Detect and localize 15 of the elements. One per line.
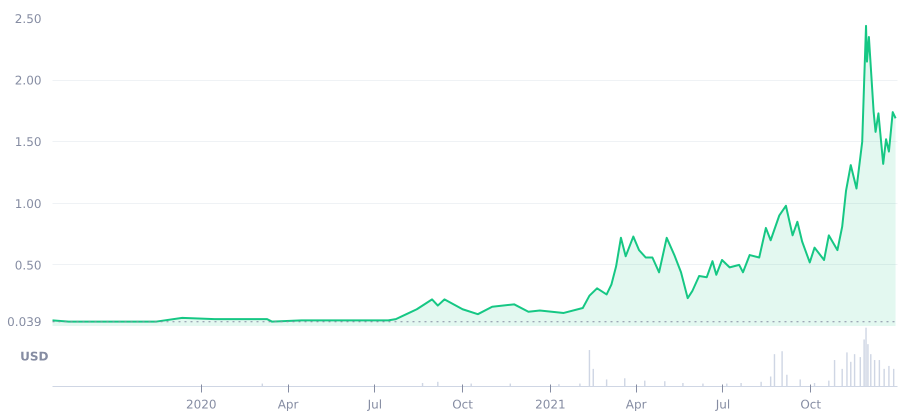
y-tick-label: 2.50 <box>14 12 42 26</box>
x-tick-label: 2020 <box>186 398 217 412</box>
y-tick-label: 0.50 <box>14 258 42 272</box>
y-axis-title: USD <box>20 350 49 364</box>
x-tick-label: Apr <box>278 398 299 412</box>
x-tick-label: Jul <box>714 398 730 412</box>
x-tick-label: Oct <box>452 398 474 412</box>
ref-line-label: 0.039 <box>7 315 42 330</box>
y-tick-label: 1.00 <box>14 196 42 211</box>
x-tick-label: Oct <box>800 398 822 412</box>
y-tick-label: 2.00 <box>14 74 42 88</box>
y-tick-label: 1.50 <box>14 135 42 150</box>
x-tick-label: 2021 <box>535 398 566 412</box>
x-tick-label: Jul <box>366 398 382 412</box>
x-tick-label: Apr <box>626 398 647 412</box>
